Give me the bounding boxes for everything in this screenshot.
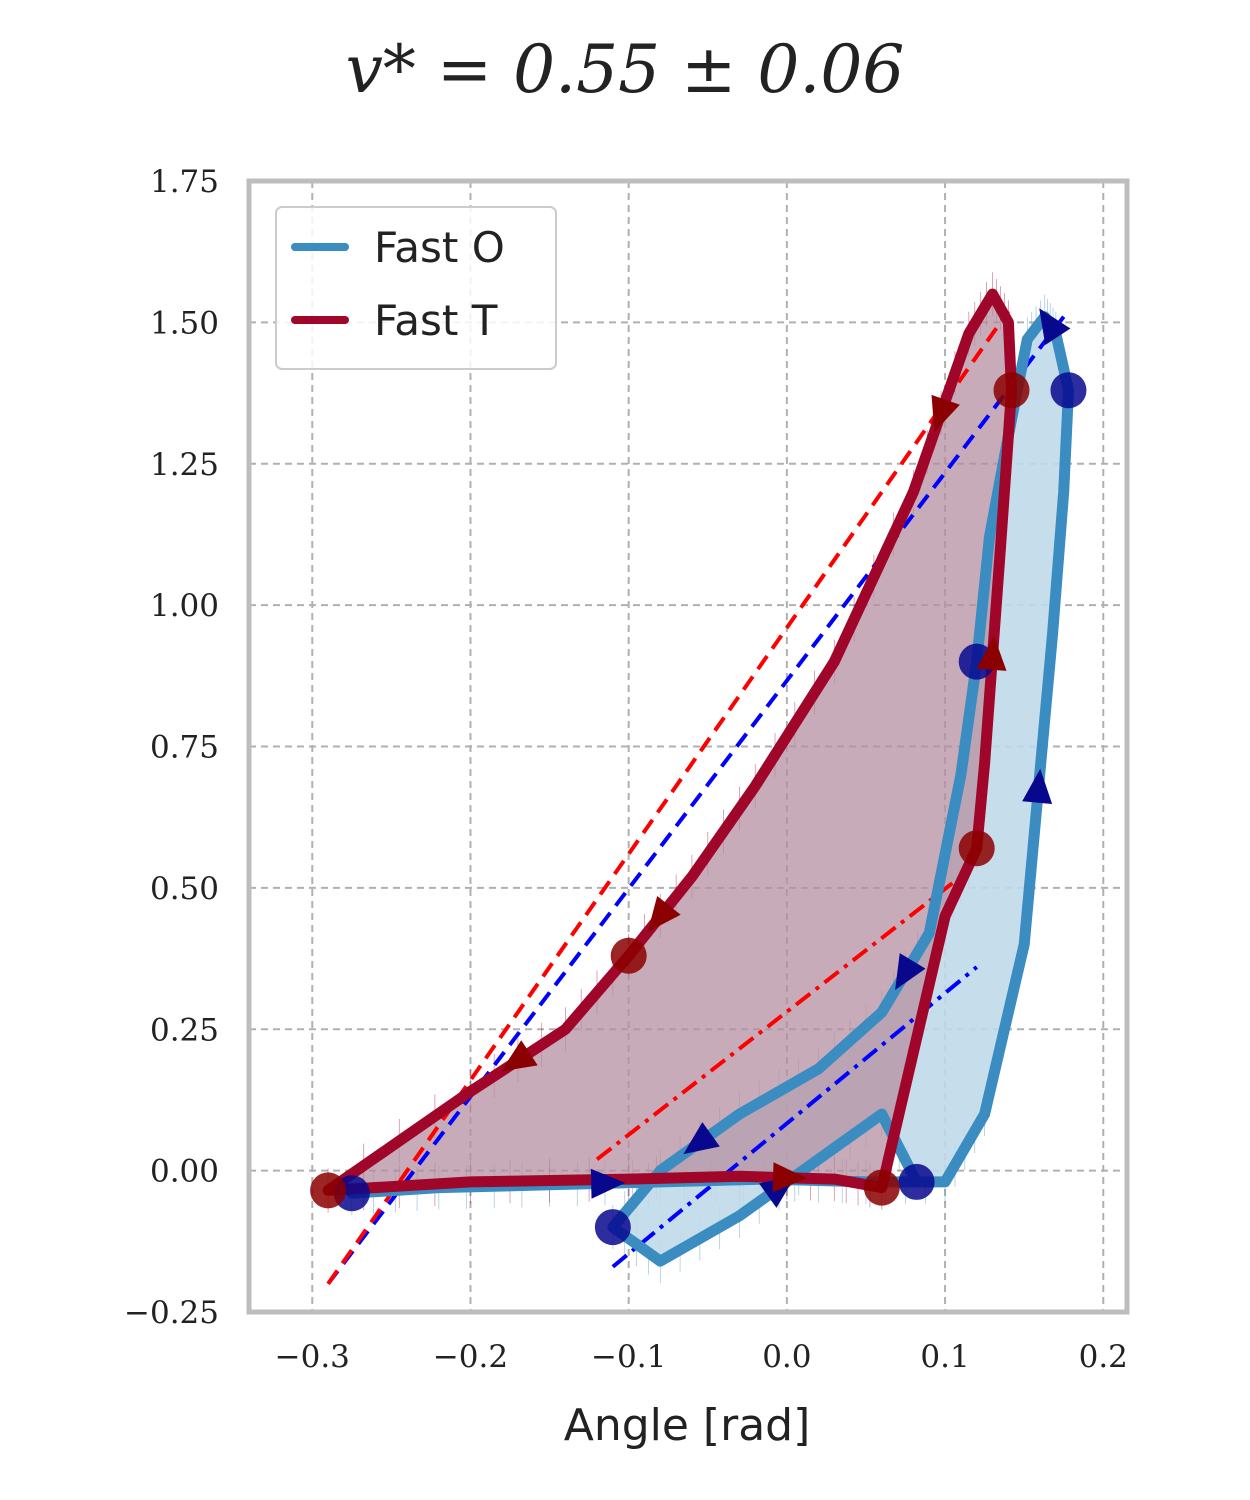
marker-point-fast-o: [1050, 372, 1087, 409]
marker-point-fast-o: [898, 1163, 935, 1200]
x-tick-label: −0.1: [591, 1339, 666, 1375]
marker-point-fast-t: [863, 1169, 900, 1206]
y-tick-label: 0.50: [150, 871, 219, 907]
direction-arrow-fast-o: [1039, 308, 1071, 345]
marker-point-fast-t: [993, 372, 1030, 409]
direction-arrow-fast-t: [647, 895, 681, 932]
y-tick-label: 1.00: [150, 588, 219, 624]
legend: Fast O Fast T: [275, 206, 557, 370]
chart-title: v* = 0.55 ± 0.06: [346, 31, 905, 108]
marker-point-fast-o: [594, 1209, 631, 1246]
direction-arrow-fast-t: [772, 1162, 808, 1193]
y-tick-label: −0.25: [124, 1295, 219, 1331]
direction-arrow-fast-o: [590, 1168, 626, 1199]
area-fast-t: [328, 294, 1012, 1191]
y-tick-label: 0.75: [150, 730, 219, 766]
x-axis: −0.3 −0.2 −0.1 0.0 0.1 0.2: [275, 1339, 1128, 1375]
y-tick-label: 0.25: [150, 1012, 219, 1048]
x-axis-label: Angle [rad]: [564, 1400, 811, 1451]
direction-arrow-fast-o: [895, 953, 926, 991]
fit-line-fast-o-loading: [326, 315, 1066, 1285]
fit-line-fast-t-loading: [326, 309, 1010, 1285]
plot-area: [310, 272, 1087, 1285]
marker-point-fast-t: [958, 830, 995, 867]
x-tick-label: 0.2: [1079, 1339, 1128, 1375]
x-tick-label: 0.1: [920, 1339, 969, 1375]
direction-arrow-fast-o: [1022, 768, 1053, 805]
y-tick-label: 1.75: [150, 164, 219, 200]
x-tick-label: −0.3: [275, 1339, 350, 1375]
direction-arrow-fast-t: [501, 1040, 538, 1072]
legend-label-fast-o: Fast O: [374, 223, 505, 272]
y-tick-label: 1.50: [150, 305, 219, 341]
direction-arrow-fast-t: [931, 394, 960, 432]
direction-arrow-fast-t: [976, 635, 1007, 671]
fit-line-fast-o-unloading: [611, 965, 978, 1269]
y-axis: −0.25 0.00 0.25 0.50 0.75 1.00 1.25 1.50 1.75: [124, 164, 219, 1331]
y-tick-label: 0.00: [150, 1154, 219, 1190]
x-tick-label: 0.0: [762, 1339, 811, 1375]
legend-label-fast-t: Fast T: [374, 296, 498, 345]
x-tick-label: −0.2: [433, 1339, 508, 1375]
marker-point-fast-t: [310, 1172, 347, 1209]
y-tick-label: 1.25: [150, 447, 219, 483]
direction-arrow-fast-o: [683, 1122, 720, 1155]
marker-point-fast-t: [610, 937, 647, 974]
plot-frame: [246, 178, 1130, 1315]
fit-line-fast-t-unloading: [595, 874, 963, 1161]
